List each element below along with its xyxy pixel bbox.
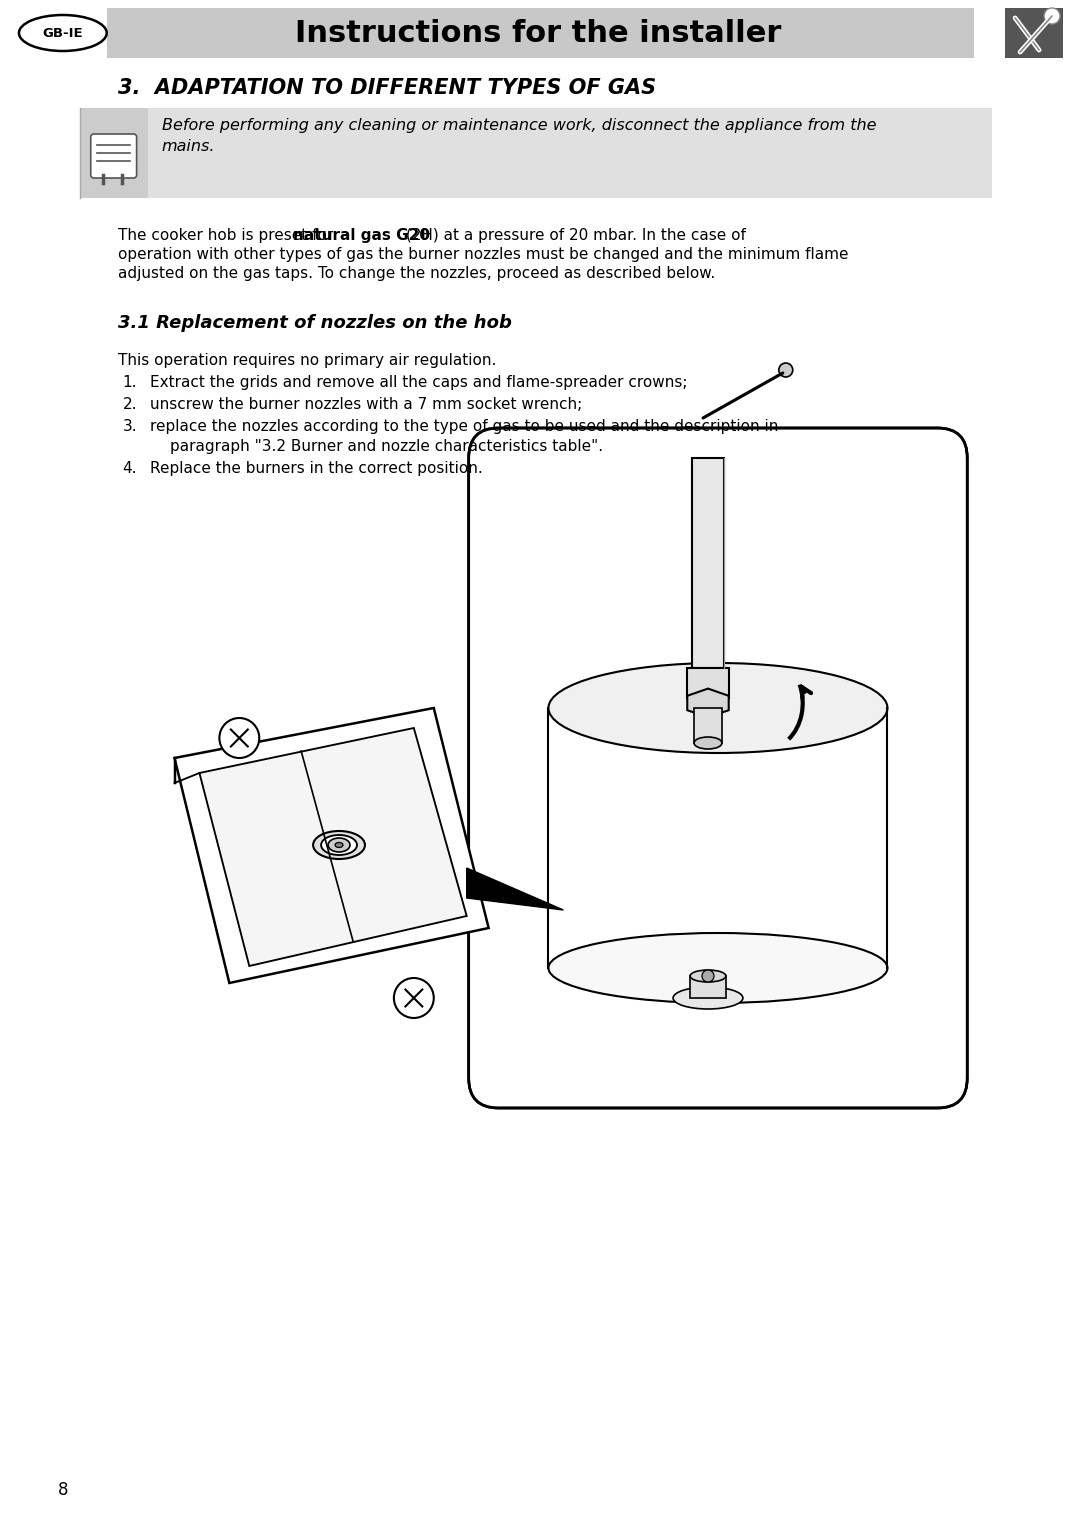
Text: This operation requires no primary air regulation.: This operation requires no primary air r…	[118, 353, 496, 368]
Text: GB-IE: GB-IE	[42, 26, 83, 40]
Ellipse shape	[694, 736, 721, 749]
Ellipse shape	[690, 970, 726, 983]
Circle shape	[394, 978, 434, 1018]
FancyBboxPatch shape	[694, 707, 721, 743]
Ellipse shape	[335, 842, 343, 848]
Text: natural gas G20: natural gas G20	[294, 228, 431, 243]
Text: 3.1 Replacement of nozzles on the hob: 3.1 Replacement of nozzles on the hob	[118, 313, 512, 332]
Ellipse shape	[328, 837, 350, 853]
Ellipse shape	[313, 831, 365, 859]
Text: Before performing any cleaning or maintenance work, disconnect the appliance fro: Before performing any cleaning or mainte…	[162, 118, 876, 133]
Text: (2H) at a pressure of 20 mbar. In the case of: (2H) at a pressure of 20 mbar. In the ca…	[401, 228, 746, 243]
Circle shape	[219, 718, 259, 758]
Text: 2.: 2.	[123, 396, 137, 411]
Ellipse shape	[549, 934, 888, 1002]
FancyBboxPatch shape	[469, 428, 968, 1108]
Circle shape	[779, 364, 793, 377]
Polygon shape	[687, 689, 729, 718]
FancyBboxPatch shape	[91, 134, 136, 177]
Text: unscrew the burner nozzles with a 7 mm socket wrench;: unscrew the burner nozzles with a 7 mm s…	[149, 396, 582, 411]
FancyBboxPatch shape	[687, 668, 729, 698]
Text: paragraph "3.2 Burner and nozzle characteristics table".: paragraph "3.2 Burner and nozzle charact…	[170, 439, 603, 454]
Text: Extract the grids and remove all the caps and flame-spreader crowns;: Extract the grids and remove all the cap…	[149, 374, 687, 390]
Ellipse shape	[549, 663, 888, 753]
Polygon shape	[200, 727, 467, 966]
Circle shape	[702, 970, 714, 983]
FancyBboxPatch shape	[692, 458, 724, 668]
Text: 8: 8	[58, 1481, 68, 1499]
FancyBboxPatch shape	[80, 108, 993, 199]
Text: Replace the burners in the correct position.: Replace the burners in the correct posit…	[149, 460, 483, 475]
Ellipse shape	[673, 987, 743, 1008]
Text: 3.: 3.	[123, 419, 137, 434]
FancyBboxPatch shape	[1005, 8, 1063, 58]
Text: adjusted on the gas taps. To change the nozzles, proceed as described below.: adjusted on the gas taps. To change the …	[118, 266, 715, 281]
Text: mains.: mains.	[162, 139, 215, 154]
Ellipse shape	[321, 834, 357, 856]
Text: operation with other types of gas the burner nozzles must be changed and the min: operation with other types of gas the bu…	[118, 248, 848, 261]
Polygon shape	[467, 868, 564, 911]
Text: 4.: 4.	[123, 460, 137, 475]
Text: 3.  ADAPTATION TO DIFFERENT TYPES OF GAS: 3. ADAPTATION TO DIFFERENT TYPES OF GAS	[118, 78, 656, 98]
Text: Instructions for the installer: Instructions for the installer	[295, 18, 782, 47]
FancyBboxPatch shape	[107, 8, 974, 58]
Text: 1.: 1.	[123, 374, 137, 390]
FancyBboxPatch shape	[80, 108, 148, 199]
Text: replace the nozzles according to the type of gas to be used and the description : replace the nozzles according to the typ…	[149, 419, 778, 434]
Circle shape	[1044, 8, 1059, 24]
Text: The cooker hob is preset for: The cooker hob is preset for	[118, 228, 338, 243]
Polygon shape	[175, 707, 488, 983]
FancyBboxPatch shape	[690, 976, 726, 998]
Ellipse shape	[19, 15, 107, 50]
